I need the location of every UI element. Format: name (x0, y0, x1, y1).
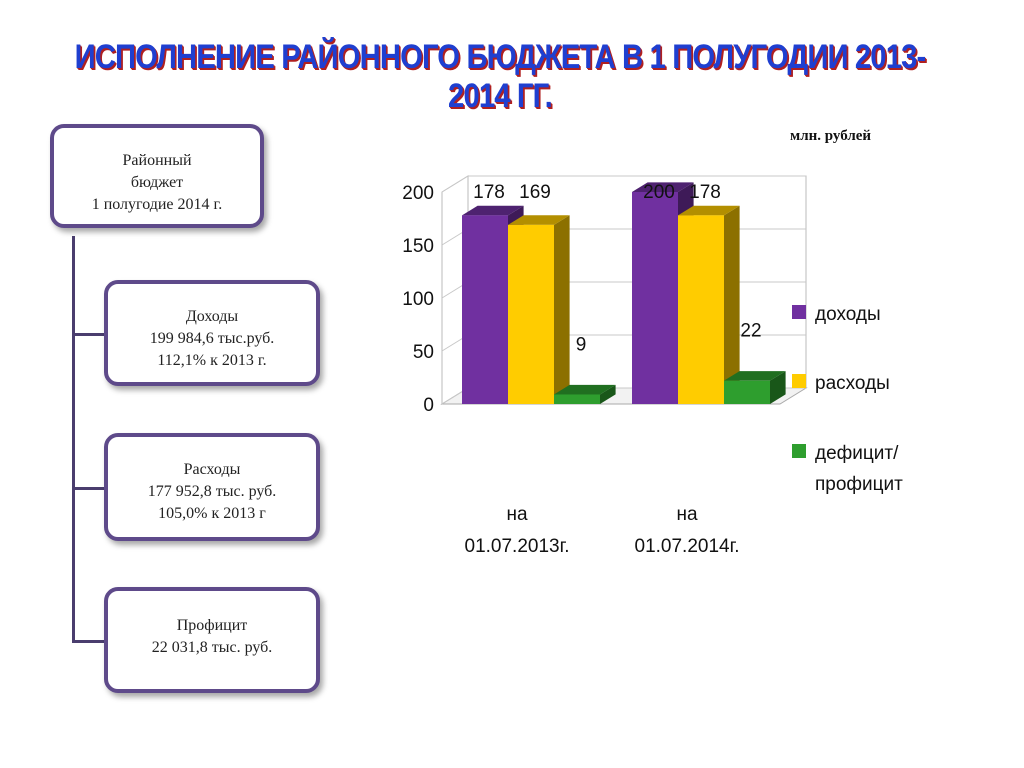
bar-top (462, 205, 524, 216)
income-box-line2: 199 984,6 тыс.руб. (149, 330, 275, 347)
expense-box: Расходы 177 952,8 тыс. руб. 105,0% к 201… (104, 433, 320, 541)
expense-box-line1: Расходы (183, 461, 241, 478)
bar-top (554, 384, 616, 395)
tree-branch-income (72, 333, 108, 336)
legend-label: профицит (815, 474, 903, 495)
tree-branch-surplus (72, 640, 108, 643)
surplus-box-line1: Профицит (176, 617, 248, 634)
tree-trunk (72, 236, 75, 642)
bar (724, 380, 770, 404)
bar (678, 215, 724, 404)
bar-side (600, 384, 616, 404)
data-label: 178 (473, 182, 505, 203)
data-label: 22 (740, 321, 761, 342)
units-label: млн. рублей (790, 128, 872, 144)
x-category-label: 01.07.2014г. (635, 536, 740, 557)
budget-box: Районный бюджет 1 полугодие 2014 г. (50, 124, 264, 228)
budget-box-line1: Районный (122, 152, 192, 169)
x-category-label: на (506, 504, 527, 525)
budget-box-line2: бюджет (130, 174, 184, 191)
bar (462, 215, 508, 404)
legend-label: доходы (815, 304, 881, 325)
data-label: 178 (689, 182, 721, 203)
bar-side (554, 215, 570, 404)
surplus-box-line2: 22 031,8 тыс. руб. (151, 639, 273, 656)
gridline (441, 175, 806, 193)
y-tick-label: 200 (402, 183, 434, 204)
income-box-line1: Доходы (185, 308, 239, 325)
expense-box-line2: 177 952,8 тыс. руб. (147, 483, 277, 500)
legend-swatch (792, 444, 806, 458)
bar-top (632, 182, 694, 192)
legend-swatch (792, 374, 806, 388)
page-title: ИСПОЛНЕНИЕ РАЙОННОГО БЮДЖЕТА В 1 ПОЛУГОД… (74, 38, 927, 115)
bar-side (724, 205, 740, 404)
bar (508, 224, 554, 404)
y-tick-label: 0 (423, 395, 434, 416)
bar-top (508, 215, 570, 225)
income-box: Доходы 199 984,6 тыс.руб. 112,1% к 2013 … (104, 280, 320, 386)
bar-side (770, 371, 786, 404)
income-box-line3: 112,1% к 2013 г. (157, 352, 267, 369)
y-tick-label: 50 (413, 342, 434, 363)
bar (632, 192, 678, 404)
bar-top (724, 371, 786, 381)
data-label: 200 (643, 182, 675, 203)
legend-swatch (792, 305, 806, 319)
y-tick-label: 150 (402, 236, 434, 257)
data-label: 169 (519, 182, 551, 203)
bar-top (678, 205, 740, 216)
expense-box-line3: 105,0% к 2013 г (158, 505, 266, 522)
budget-box-line3: 1 полугодие 2014 г. (91, 196, 223, 213)
y-tick-label: 100 (402, 289, 434, 310)
bar (554, 394, 600, 404)
tree-branch-expense (72, 487, 108, 490)
legend-label: расходы (815, 373, 890, 394)
x-category-label: 01.07.2013г. (465, 536, 570, 557)
x-category-label: на (676, 504, 697, 525)
legend-label: дефицит/ (815, 443, 899, 464)
surplus-box: Профицит 22 031,8 тыс. руб. (104, 587, 320, 693)
data-label: 9 (576, 334, 587, 355)
